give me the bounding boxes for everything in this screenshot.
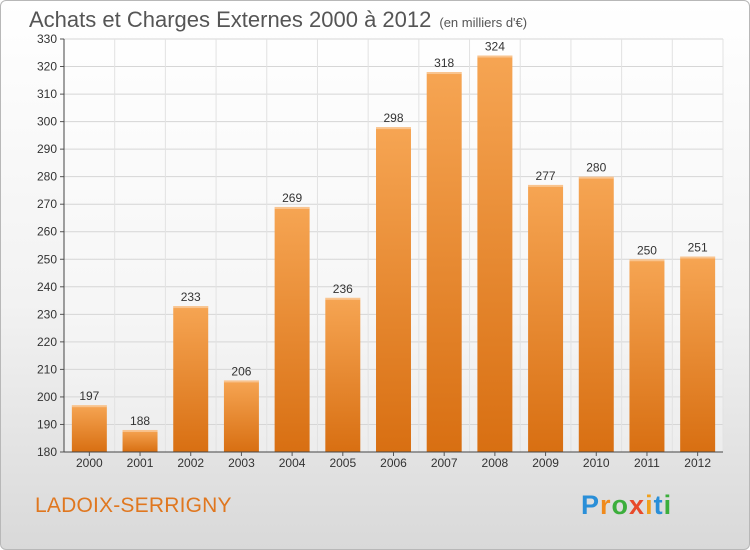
data-label: 318 <box>434 56 454 70</box>
x-tick-label: 2011 <box>634 456 660 470</box>
bar <box>223 380 259 452</box>
chart-title: Achats et Charges Externes 2000 à 2012 (e… <box>29 7 527 33</box>
bar <box>173 306 209 452</box>
logo-letter: t <box>653 490 664 520</box>
y-tick-label: 270 <box>37 197 57 211</box>
proxiti-logo: Proxiti <box>581 490 672 521</box>
y-tick-label: 180 <box>37 445 57 459</box>
data-label: 236 <box>333 282 353 296</box>
y-tick-label: 200 <box>37 390 57 404</box>
bar-highlight <box>477 55 513 58</box>
bar-highlight <box>376 127 411 130</box>
y-tick-label: 190 <box>37 417 57 431</box>
bar-highlight <box>629 259 665 262</box>
data-label: 206 <box>231 364 251 378</box>
data-label: 280 <box>586 161 606 175</box>
bars <box>71 55 716 453</box>
x-tick-label: 2004 <box>279 456 306 470</box>
data-label: 269 <box>282 191 302 205</box>
y-tick-label: 330 <box>37 32 57 46</box>
bar <box>680 256 716 452</box>
bar-highlight <box>680 256 716 259</box>
y-tick-label: 210 <box>37 362 57 376</box>
bar <box>325 297 361 452</box>
data-label: 233 <box>181 290 201 304</box>
data-label: 251 <box>688 241 708 255</box>
data-label: 298 <box>383 111 403 125</box>
bar <box>629 259 665 452</box>
bar-highlight <box>71 405 107 408</box>
bar-highlight <box>173 306 209 309</box>
bar <box>477 55 513 453</box>
y-tick-label: 230 <box>37 307 57 321</box>
logo-letter: i <box>645 490 654 520</box>
logo-letter: r <box>600 490 612 520</box>
axes: 180 190 200 210 220 230 240 250 260 270 280 290 300 3… <box>37 32 723 470</box>
bar-highlight <box>325 297 361 300</box>
y-tick-label: 310 <box>37 87 57 101</box>
chart-subtitle: (en milliers d'€) <box>439 15 528 30</box>
data-label: 324 <box>485 40 505 54</box>
logo-letter: o <box>611 490 630 520</box>
y-tick-label: 240 <box>37 280 57 294</box>
y-tick-label: 250 <box>37 252 57 266</box>
y-tick-label: 220 <box>37 335 57 349</box>
data-label: 188 <box>130 414 150 428</box>
x-tick-label: 2001 <box>127 456 154 470</box>
x-tick-label: 2007 <box>431 456 458 470</box>
bar <box>376 127 411 453</box>
y-tick-label: 320 <box>37 60 57 74</box>
bar <box>426 72 462 452</box>
bar <box>274 206 310 452</box>
bar <box>122 429 158 452</box>
bar-highlight <box>426 72 462 75</box>
logo-letter: x <box>629 490 646 520</box>
y-tick-label: 260 <box>37 225 57 239</box>
x-tick-label: 2009 <box>532 456 559 470</box>
bar-highlight <box>528 184 564 187</box>
x-tick-label: 2006 <box>380 456 407 470</box>
bar <box>71 405 107 452</box>
x-tick-label: 2008 <box>482 456 509 470</box>
logo-letter: P <box>581 490 601 520</box>
place-name: LADOIX-SERRIGNY <box>35 494 232 517</box>
x-tick-label: 2000 <box>76 456 103 470</box>
x-tick-label: 2010 <box>583 456 610 470</box>
y-tick-label: 290 <box>37 142 57 156</box>
y-tick-label: 280 <box>37 170 57 184</box>
labels: 197 188 233 206 269 236 298 318 324 277 280 250 251 <box>79 40 708 428</box>
logo-letter: i <box>663 490 673 520</box>
data-label: 250 <box>637 243 657 257</box>
bar <box>528 184 564 452</box>
bar-highlight <box>223 380 259 383</box>
data-label: 277 <box>536 169 556 183</box>
x-tick-label: 2002 <box>177 456 204 470</box>
data-label: 197 <box>79 389 99 403</box>
x-tick-label: 2003 <box>228 456 255 470</box>
title-text: Achats et Charges Externes 2000 à 2012 <box>29 7 432 32</box>
x-tick-label: 2012 <box>684 456 711 470</box>
bar-highlight <box>578 176 614 179</box>
x-tick-label: 2005 <box>329 456 356 470</box>
bar <box>578 176 614 452</box>
y-tick-label: 300 <box>37 115 57 129</box>
bar-highlight <box>274 206 310 209</box>
bar-highlight <box>122 429 158 432</box>
